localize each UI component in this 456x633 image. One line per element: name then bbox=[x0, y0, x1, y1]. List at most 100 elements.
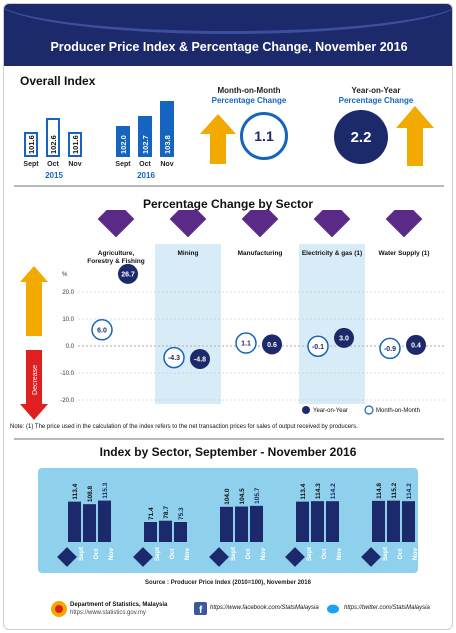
index-month-label: Oct bbox=[245, 548, 252, 560]
infographic: Producer Price Index & Percentage Change… bbox=[3, 3, 453, 630]
overall-month-label: Nov bbox=[160, 161, 174, 168]
sector-icon bbox=[241, 210, 279, 238]
overall-month-label: Nov bbox=[68, 161, 82, 168]
mom-point-label: -0.9 bbox=[384, 346, 396, 353]
yoy-point-label: -4.8 bbox=[194, 356, 206, 363]
sector-icon bbox=[313, 210, 351, 238]
overall-bar bbox=[160, 101, 174, 157]
svg-text:f: f bbox=[199, 605, 203, 615]
increase-arrow-icon bbox=[20, 266, 48, 336]
facebook-link[interactable]: https://www.facebook.com/StatsMalaysia bbox=[210, 605, 319, 611]
dept-name: Department of Statistics, Malaysia bbox=[70, 602, 168, 608]
index-month-label: Sept bbox=[154, 546, 161, 561]
y-axis-unit: % bbox=[62, 272, 68, 278]
twitter-link[interactable]: https://twitter.com/StatsMalaysia bbox=[344, 605, 430, 611]
index-bar bbox=[144, 522, 157, 542]
index-bar-value: 114.2 bbox=[330, 483, 337, 499]
index-month-label: Nov bbox=[260, 547, 267, 560]
index-sector-icon bbox=[361, 547, 381, 567]
yoy-subtitle: Percentage Change bbox=[338, 96, 414, 105]
overall-bar bbox=[138, 116, 152, 157]
twitter-icon[interactable] bbox=[326, 602, 340, 615]
y-tick-label: 20.0 bbox=[62, 290, 74, 296]
overall-bar-value: 102.6 bbox=[49, 135, 58, 154]
index-month-label: Oct bbox=[397, 548, 404, 560]
yoy-value: 2.2 bbox=[334, 110, 388, 164]
index-month-label: Sept bbox=[382, 546, 389, 561]
yoy-point bbox=[406, 334, 426, 355]
index-bar-value: 104.0 bbox=[224, 488, 231, 505]
sector-label: Agriculture, bbox=[98, 250, 135, 257]
index-bar-value: 114.3 bbox=[315, 483, 322, 499]
sector-column-shade bbox=[299, 244, 365, 404]
overall-bar bbox=[24, 131, 38, 157]
yoy-point-label: 0.6 bbox=[267, 342, 277, 349]
index-bar-value: 115.3 bbox=[102, 482, 109, 498]
index-bar bbox=[372, 500, 385, 542]
note: Note: (1) The price used in the calculat… bbox=[10, 424, 358, 430]
index-bar bbox=[174, 522, 187, 542]
index-month-label: Nov bbox=[412, 547, 418, 560]
increase-label: Increase bbox=[42, 296, 49, 323]
yoy-point bbox=[334, 327, 354, 348]
yoy-point bbox=[190, 348, 210, 369]
overall-bar-value: 101.6 bbox=[27, 135, 36, 154]
sector-label: Manufacturing bbox=[238, 250, 283, 257]
index-month-label: Oct bbox=[93, 548, 100, 560]
sector-heading: Percentage Change by Sector bbox=[142, 197, 314, 211]
overall-bar bbox=[116, 126, 130, 157]
index-bar bbox=[83, 504, 96, 542]
legend-yoy-label: Year-on-Year bbox=[313, 408, 348, 414]
overall-month-label: Oct bbox=[139, 161, 151, 168]
index-sector-icon bbox=[57, 547, 77, 567]
dept-website-link[interactable]: https://www.statistics.gov.my bbox=[70, 610, 146, 616]
mom-point bbox=[307, 335, 329, 358]
index-month-label: Nov bbox=[108, 547, 115, 560]
mom-point bbox=[163, 346, 185, 369]
overall-bar-value: 103.8 bbox=[163, 135, 172, 154]
overall-bar-value: 102.0 bbox=[119, 135, 128, 154]
index-bar bbox=[296, 501, 309, 542]
overall-bar bbox=[68, 131, 82, 157]
index-sector-icon bbox=[133, 547, 153, 567]
yoy-point-label: 0.4 bbox=[411, 342, 421, 349]
legend-mom-label: Month-on-Month bbox=[376, 408, 420, 414]
index-month-label: Sept bbox=[230, 546, 237, 561]
decrease-arrow-icon bbox=[20, 350, 48, 420]
overall-bar-value: 101.6 bbox=[71, 135, 80, 154]
index-bar bbox=[159, 520, 172, 542]
overall-month-label: Oct bbox=[47, 161, 59, 168]
overall-month-label: Sept bbox=[115, 161, 131, 168]
overall-bar bbox=[46, 117, 60, 157]
yoy-point-label: 26.7 bbox=[121, 271, 135, 278]
sector-label: Mining bbox=[178, 250, 199, 257]
facebook-icon[interactable]: f bbox=[194, 602, 207, 615]
mom-point bbox=[379, 337, 401, 360]
mom-title: Month-on-Month bbox=[217, 86, 281, 95]
banner-swoosh bbox=[4, 4, 452, 34]
yoy-point-label: 3.0 bbox=[339, 335, 349, 342]
sector-label: Electricity & gas (1) bbox=[302, 250, 362, 257]
sector-icon bbox=[385, 210, 423, 238]
overall-index-heading: Overall Index bbox=[20, 74, 96, 88]
index-bar bbox=[98, 500, 111, 542]
index-month-label: Sept bbox=[306, 546, 313, 561]
index-bar bbox=[326, 501, 339, 542]
index-bar-value: 78.7 bbox=[163, 506, 170, 519]
mom-point bbox=[235, 332, 257, 354]
mom-subtitle: Percentage Change bbox=[211, 96, 287, 105]
index-bar-value: 104.5 bbox=[239, 488, 246, 505]
divider bbox=[14, 185, 444, 187]
index-heading: Index by Sector, September - November 20… bbox=[99, 445, 357, 459]
index-bar-value: 108.8 bbox=[87, 486, 94, 503]
index-month-label: Nov bbox=[336, 547, 343, 560]
yoy-title: Year-on-Year bbox=[351, 86, 401, 95]
overall-year-label: 2016 bbox=[137, 171, 155, 180]
mom-point bbox=[91, 319, 113, 341]
yoy-point bbox=[262, 334, 282, 355]
overall-month-label: Sept bbox=[23, 161, 39, 168]
index-bar bbox=[387, 500, 400, 542]
title-banner: Producer Price Index & Percentage Change… bbox=[4, 4, 452, 66]
overall-year-label: 2015 bbox=[45, 171, 63, 180]
mom-point-label: 6.0 bbox=[97, 327, 107, 334]
